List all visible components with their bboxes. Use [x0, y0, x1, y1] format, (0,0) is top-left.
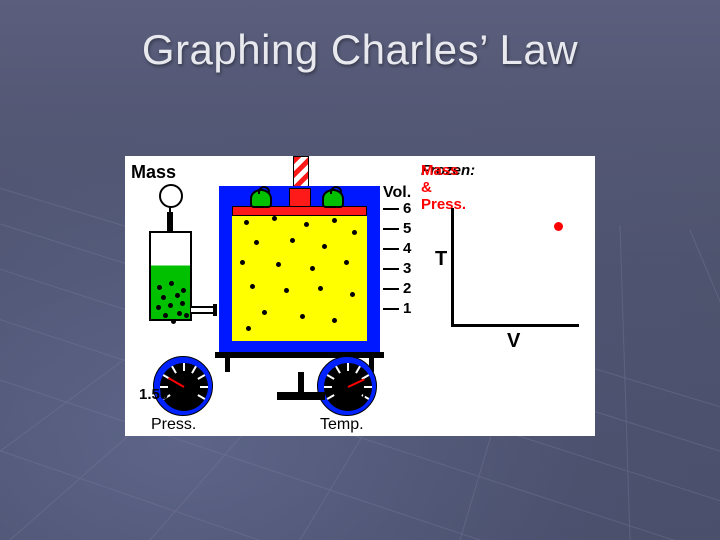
volume-scale: 6 5 4 3 2 1 [383, 204, 425, 324]
mass-label: Mass [131, 162, 176, 183]
temperature-label: Temp. [320, 416, 364, 434]
graph-x-axis [451, 324, 579, 327]
piston-stem [289, 188, 311, 208]
heater-stand [298, 372, 304, 394]
cylinder-base [215, 352, 384, 358]
vol-tick-5: 5 [403, 220, 411, 237]
weight-icon [250, 189, 272, 208]
graph-data-point [554, 222, 563, 231]
pressure-label: Press. [151, 416, 196, 434]
vol-tick-2: 2 [403, 280, 411, 297]
temperature-value: 450 [341, 386, 366, 403]
weight-icon [322, 189, 344, 208]
graph-y-axis [451, 208, 454, 326]
pressure-value: 1.50 [139, 386, 168, 403]
tv-scatter-graph [451, 208, 581, 328]
mass-reservoir [149, 231, 192, 321]
graph-x-axis-label: V [507, 330, 520, 353]
cylinder-gas [232, 208, 367, 341]
vol-tick-3: 3 [403, 260, 411, 277]
charles-law-diagram: Mass [125, 156, 595, 436]
vol-tick-1: 1 [403, 300, 411, 317]
graph-y-axis-label: T [435, 248, 447, 271]
vol-tick-4: 4 [403, 240, 411, 257]
slide-title: Graphing Charles’ Law [0, 26, 720, 74]
mass-nozzle-tip [213, 304, 217, 316]
cylinder-leg [225, 358, 230, 372]
vol-tick-6: 6 [403, 200, 411, 217]
heater-base [277, 392, 325, 400]
mass-bulb-icon [159, 184, 183, 208]
frozen-value: Mass & Press. [421, 162, 466, 213]
mass-plunger-shaft [167, 212, 173, 232]
